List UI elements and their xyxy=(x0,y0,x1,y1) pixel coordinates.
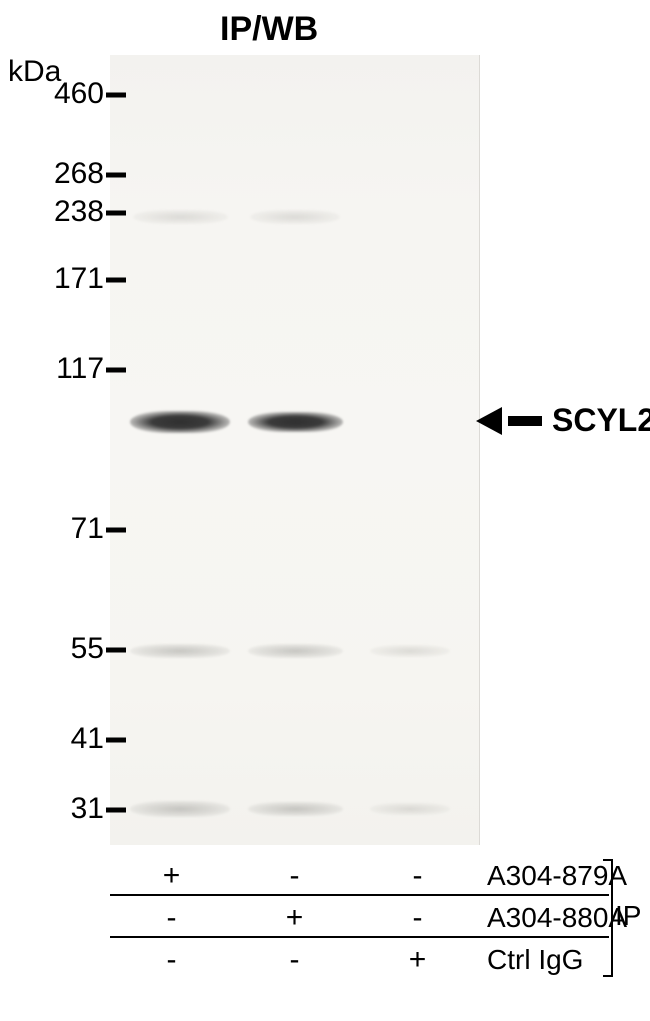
blot-band xyxy=(248,802,343,816)
mw-marker: 268 xyxy=(14,157,104,191)
panel-title: IP/WB xyxy=(220,10,318,49)
ip-cell: - xyxy=(233,859,356,893)
ip-row: --+Ctrl IgG xyxy=(110,939,640,981)
ip-bracket-nib xyxy=(603,859,613,861)
blot-membrane xyxy=(110,55,480,845)
blot-band xyxy=(370,803,450,815)
ip-cell: - xyxy=(233,943,356,977)
ip-table: +--A304-879A-+-A304-880A--+Ctrl IgG xyxy=(110,855,640,981)
ip-cell: - xyxy=(356,901,479,935)
mw-marker: 238 xyxy=(14,195,104,229)
mw-marker: 55 xyxy=(14,632,104,666)
ip-row: -+-A304-880A xyxy=(110,897,640,939)
ip-cell: + xyxy=(356,943,479,977)
target-arrow: SCYL2 xyxy=(476,402,650,439)
blot-band xyxy=(248,644,343,658)
ip-row-label: A304-880A xyxy=(479,902,627,934)
ip-row: +--A304-879A xyxy=(110,855,640,897)
ip-row-label: Ctrl IgG xyxy=(479,944,583,976)
mw-marker: 31 xyxy=(14,792,104,826)
arrow-head-icon xyxy=(476,407,502,435)
arrow-stem xyxy=(508,416,542,426)
blot-band xyxy=(130,801,230,817)
ip-bracket-nib xyxy=(603,975,613,977)
figure: IP/WB kDa 46026823817111771554131 SCYL2 … xyxy=(0,0,650,1021)
ip-bracket xyxy=(611,859,613,977)
ip-group-label: IP xyxy=(615,900,641,932)
ip-cell: - xyxy=(110,901,233,935)
blot-band xyxy=(133,210,228,224)
blot-band xyxy=(370,645,450,657)
mw-marker: 460 xyxy=(14,77,104,111)
ip-cell: + xyxy=(110,859,233,893)
blot-band xyxy=(130,411,230,433)
target-label: SCYL2 xyxy=(552,402,650,439)
ip-cell: - xyxy=(356,859,479,893)
mw-marker: 117 xyxy=(14,352,104,386)
blot-band xyxy=(248,412,343,432)
blot-band xyxy=(130,644,230,658)
ip-cell: - xyxy=(110,943,233,977)
ip-divider xyxy=(110,936,609,938)
ip-cell: + xyxy=(233,901,356,935)
blot-band xyxy=(250,210,340,224)
ip-divider xyxy=(110,894,609,896)
ip-row-label: A304-879A xyxy=(479,860,627,892)
mw-marker: 171 xyxy=(14,262,104,296)
mw-marker: 41 xyxy=(14,722,104,756)
mw-marker: 71 xyxy=(14,512,104,546)
